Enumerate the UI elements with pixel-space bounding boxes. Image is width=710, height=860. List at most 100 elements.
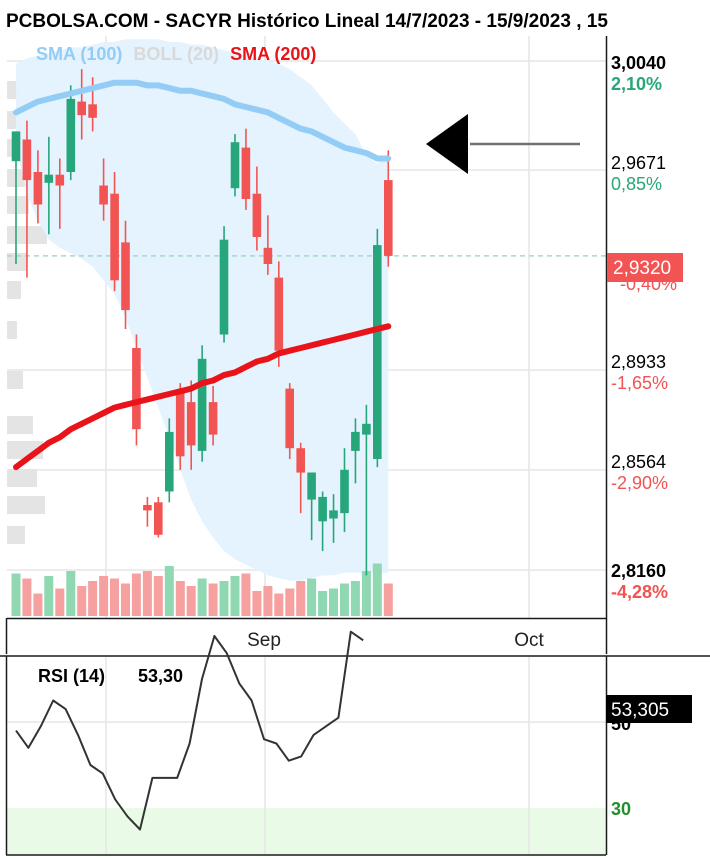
x-label-sep: Sep [247,630,281,651]
price-level-label: 2,9671 [611,153,666,173]
bollinger-band [16,39,389,581]
volume-bar [164,566,174,616]
price-level-pct: 0,85% [611,174,662,194]
candle [66,85,76,181]
x-label-oct: Oct [514,630,544,651]
volume-bar [153,576,163,616]
candle [110,172,119,292]
candle-body [22,139,32,181]
price-level-label: 2,8160 [611,561,666,581]
legend-row: SMA (100) BOLL (20) SMA (200) [36,44,316,64]
candle-body [197,358,207,451]
volume-bar [11,573,21,616]
candle-body [99,185,108,205]
candle-body [296,448,305,473]
volume-bar [263,586,273,616]
volume-bar [66,571,76,616]
volume-bar [219,581,229,616]
candle-body [44,174,54,183]
candle [351,418,360,484]
candle [33,150,43,224]
volume-bar [241,573,251,616]
candle [99,158,108,221]
volume-bar [383,583,393,616]
price-level-label: 2,8933 [611,352,666,372]
volume-profile-bar [7,496,45,514]
volume-bar [110,578,119,616]
volume-profile-bar [7,253,27,271]
candle [186,380,196,470]
candle [165,418,174,503]
candle [77,69,86,140]
rsi-grid [7,657,606,854]
candle [175,383,185,470]
volume-bar [142,571,152,616]
candle-body [66,98,76,172]
candle-body [285,388,294,449]
rsi-current-value: 53,305 [611,700,669,721]
arrow-annotation [426,114,580,174]
candle [285,383,294,459]
price-level-pct: -4,28% [611,582,668,602]
candle-body [252,193,262,237]
candle-body [241,147,251,199]
volume-bar [121,583,130,616]
candle [362,404,371,576]
candle [307,472,316,541]
candle-body [175,391,185,457]
candle [230,134,240,197]
volume-bar [318,591,328,616]
sma200-line [13,323,392,471]
volume-bar [88,581,98,616]
candle-body [230,142,240,189]
candle-body [11,131,21,162]
rsi-label: RSI (14) [38,666,105,686]
candle-body [121,242,130,311]
volume-profile-bar [7,196,29,214]
arrow-head-icon [426,114,468,174]
price-level-label: 3,0040 [611,53,666,73]
candle-body [307,472,316,500]
candle [44,136,54,235]
candle [219,226,229,343]
candle [55,158,65,229]
candle [132,334,141,446]
volume-bar [372,563,382,616]
current-price-value: 2,9320 [613,258,671,279]
volume-bar [77,586,87,616]
candle-body [274,277,284,351]
candle-body [384,180,393,256]
current-price-badge-bg [607,253,683,282]
candle-body [351,431,360,451]
candle [263,215,273,275]
candle-body [263,247,273,264]
chart-title: PCBOLSA.COM - SACYR Histórico Lineal 14/… [6,11,608,32]
rsi-line [15,630,364,831]
candle-body [165,431,174,492]
candle-body [143,505,152,511]
candle [22,120,32,278]
candle [318,491,327,552]
candle [384,150,393,267]
candle-body [88,104,97,118]
volume-bar [296,581,306,616]
volume-bar [33,593,43,616]
volume-profile-bar [7,416,33,434]
volume-bar [340,583,349,616]
price-level-pct: 2,10% [611,74,662,94]
volume-bar [175,581,185,616]
sma100-line [13,79,392,162]
candle-body [329,510,338,519]
candle [274,261,284,367]
candle-body [208,402,218,435]
candle [241,128,251,210]
legend-sma100: SMA (100) [36,44,122,64]
candle-body [110,193,119,281]
volume-bar [44,576,54,616]
candle [121,220,130,330]
candle-body [219,239,229,335]
candle-body [132,348,141,430]
volume-bar [350,581,360,616]
candle-body [33,172,43,205]
volume-profile-bar [7,469,37,487]
